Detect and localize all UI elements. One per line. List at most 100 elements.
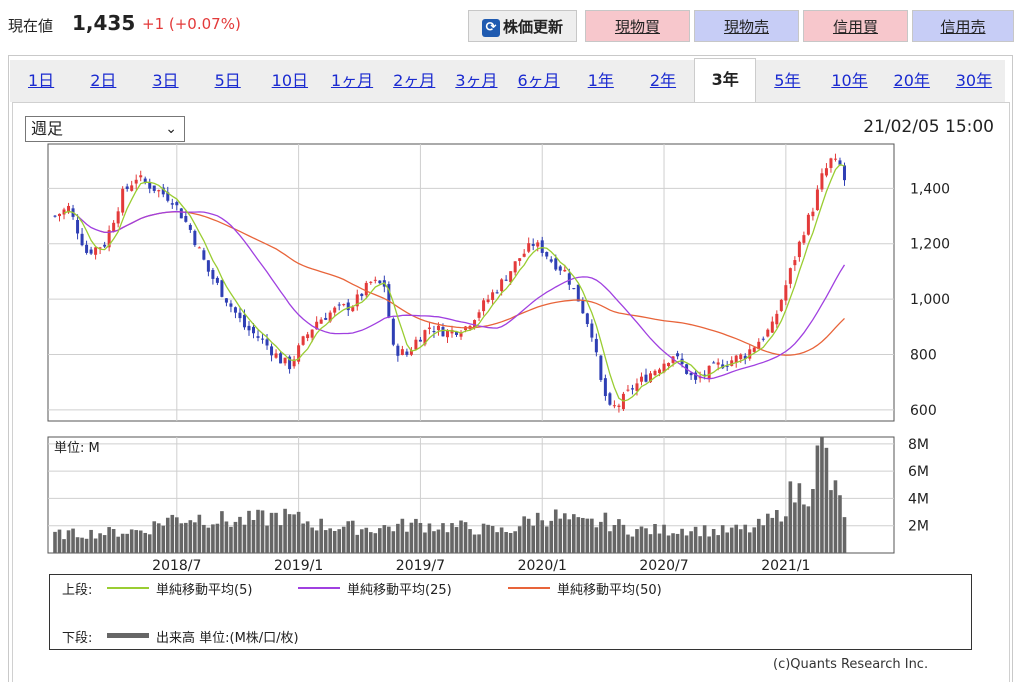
tab-3ヶ月[interactable]: 3ヶ月	[455, 71, 498, 90]
volume-bar	[481, 523, 486, 553]
candle-body	[301, 336, 305, 345]
volume-bar	[734, 524, 739, 553]
margin-sell-button[interactable]: 信用売	[912, 10, 1014, 42]
chart-frame	[12, 102, 1010, 682]
volume-bar	[738, 529, 743, 553]
volume-bar	[612, 525, 617, 553]
volume-bar	[116, 536, 120, 553]
tab-1年[interactable]: 1年	[587, 71, 614, 90]
price-plot-frame	[47, 143, 895, 422]
candle-body	[432, 331, 436, 333]
candle-body	[396, 345, 400, 356]
candle-body	[739, 354, 743, 360]
volume-bar	[504, 532, 508, 553]
candle-body	[306, 334, 310, 339]
refresh-button[interactable]: ⟳ 株価更新	[468, 10, 577, 42]
legend-sma50-label: 単純移動平均(50)	[557, 583, 662, 598]
tab-3年[interactable]: 3年	[694, 58, 757, 102]
volume-bar	[603, 512, 608, 553]
candle-body	[635, 383, 639, 391]
candle-body	[455, 331, 459, 335]
candle-body	[698, 377, 702, 379]
volume-bar	[414, 518, 418, 553]
volume-unit-label: 単位: M	[54, 440, 100, 456]
candle-body	[473, 320, 477, 328]
volume-bar	[301, 523, 305, 553]
volume-bar	[107, 527, 111, 553]
volume-bar	[359, 529, 364, 553]
candle-body	[229, 303, 233, 307]
candle-body	[62, 209, 66, 215]
volume-bar	[138, 530, 143, 553]
tab-5年[interactable]: 5年	[774, 71, 801, 90]
sma5-line	[63, 163, 845, 402]
volume-bar	[314, 530, 319, 553]
tab-10日[interactable]: 10日	[271, 71, 309, 90]
candle-body	[220, 280, 224, 297]
tab-1ヶ月[interactable]: 1ヶ月	[330, 71, 374, 90]
tab-2ヶ月[interactable]: 2ヶ月	[393, 71, 436, 90]
volume-bar	[644, 528, 648, 553]
price-tick-label: 1,400	[910, 181, 950, 197]
candle-body	[500, 279, 504, 292]
volume-bar	[761, 525, 766, 553]
volume-bar	[175, 517, 179, 553]
legend-sma50-line	[508, 587, 550, 589]
tab-20年[interactable]: 20年	[893, 71, 930, 90]
candle-body	[639, 376, 643, 382]
candle-body	[766, 329, 770, 337]
volume-bar	[562, 513, 567, 553]
volume-bar	[477, 534, 481, 553]
volume-bar	[833, 480, 838, 553]
candle-body	[531, 243, 535, 246]
volume-bar	[274, 512, 278, 553]
volume-bar	[495, 532, 499, 553]
candle-body	[328, 312, 332, 322]
candle-body	[188, 224, 192, 230]
price-tick-label: 800	[910, 348, 937, 364]
candle-body	[748, 349, 752, 359]
candle-body	[247, 325, 251, 331]
candle-body	[400, 349, 404, 356]
cash-buy-button[interactable]: 現物買	[585, 10, 690, 42]
volume-bar	[824, 447, 829, 553]
tab-2年[interactable]: 2年	[649, 71, 677, 90]
volume-bar	[260, 510, 265, 553]
tab-30年[interactable]: 30年	[955, 71, 993, 90]
candle-body	[197, 247, 201, 249]
margin-buy-button[interactable]: 信用買	[803, 10, 908, 42]
tab-5日[interactable]: 5日	[214, 71, 241, 90]
period-select[interactable]: 週足 ⌄	[25, 116, 185, 142]
candle-body	[495, 292, 499, 294]
copyright: (c)Quants Research Inc.	[773, 657, 929, 672]
period-select-value: 週足	[31, 119, 64, 138]
candle-body	[815, 189, 819, 211]
volume-bar	[256, 509, 260, 553]
price-value: 1,435	[72, 11, 136, 35]
tab-3日[interactable]: 3日	[152, 71, 179, 90]
refresh-icon: ⟳	[481, 18, 500, 37]
volume-bar	[436, 529, 441, 553]
tab-6ヶ月[interactable]: 6ヶ月	[517, 71, 560, 90]
date-tick-label: 2018/7	[152, 558, 201, 574]
candle-body	[215, 277, 219, 283]
volume-bar	[405, 531, 409, 553]
candle-body	[703, 374, 707, 376]
tab-2日[interactable]: 2日	[90, 71, 117, 90]
volume-bar	[387, 526, 391, 553]
volume-bar	[75, 537, 80, 553]
volume-bar	[188, 520, 193, 553]
candle-body	[806, 214, 810, 235]
candle-body	[820, 173, 824, 190]
candle-body	[563, 269, 567, 272]
cash-sell-button[interactable]: 現物売	[694, 10, 799, 42]
volume-bar	[747, 532, 752, 553]
volume-bar	[305, 521, 310, 553]
volume-bar	[184, 522, 188, 553]
tab-1日[interactable]: 1日	[28, 71, 55, 90]
tab-10年[interactable]: 10年	[831, 71, 868, 90]
volume-bar	[152, 521, 157, 553]
volume-bar	[806, 506, 811, 553]
candle-body	[743, 355, 747, 359]
candle-body	[224, 298, 228, 303]
